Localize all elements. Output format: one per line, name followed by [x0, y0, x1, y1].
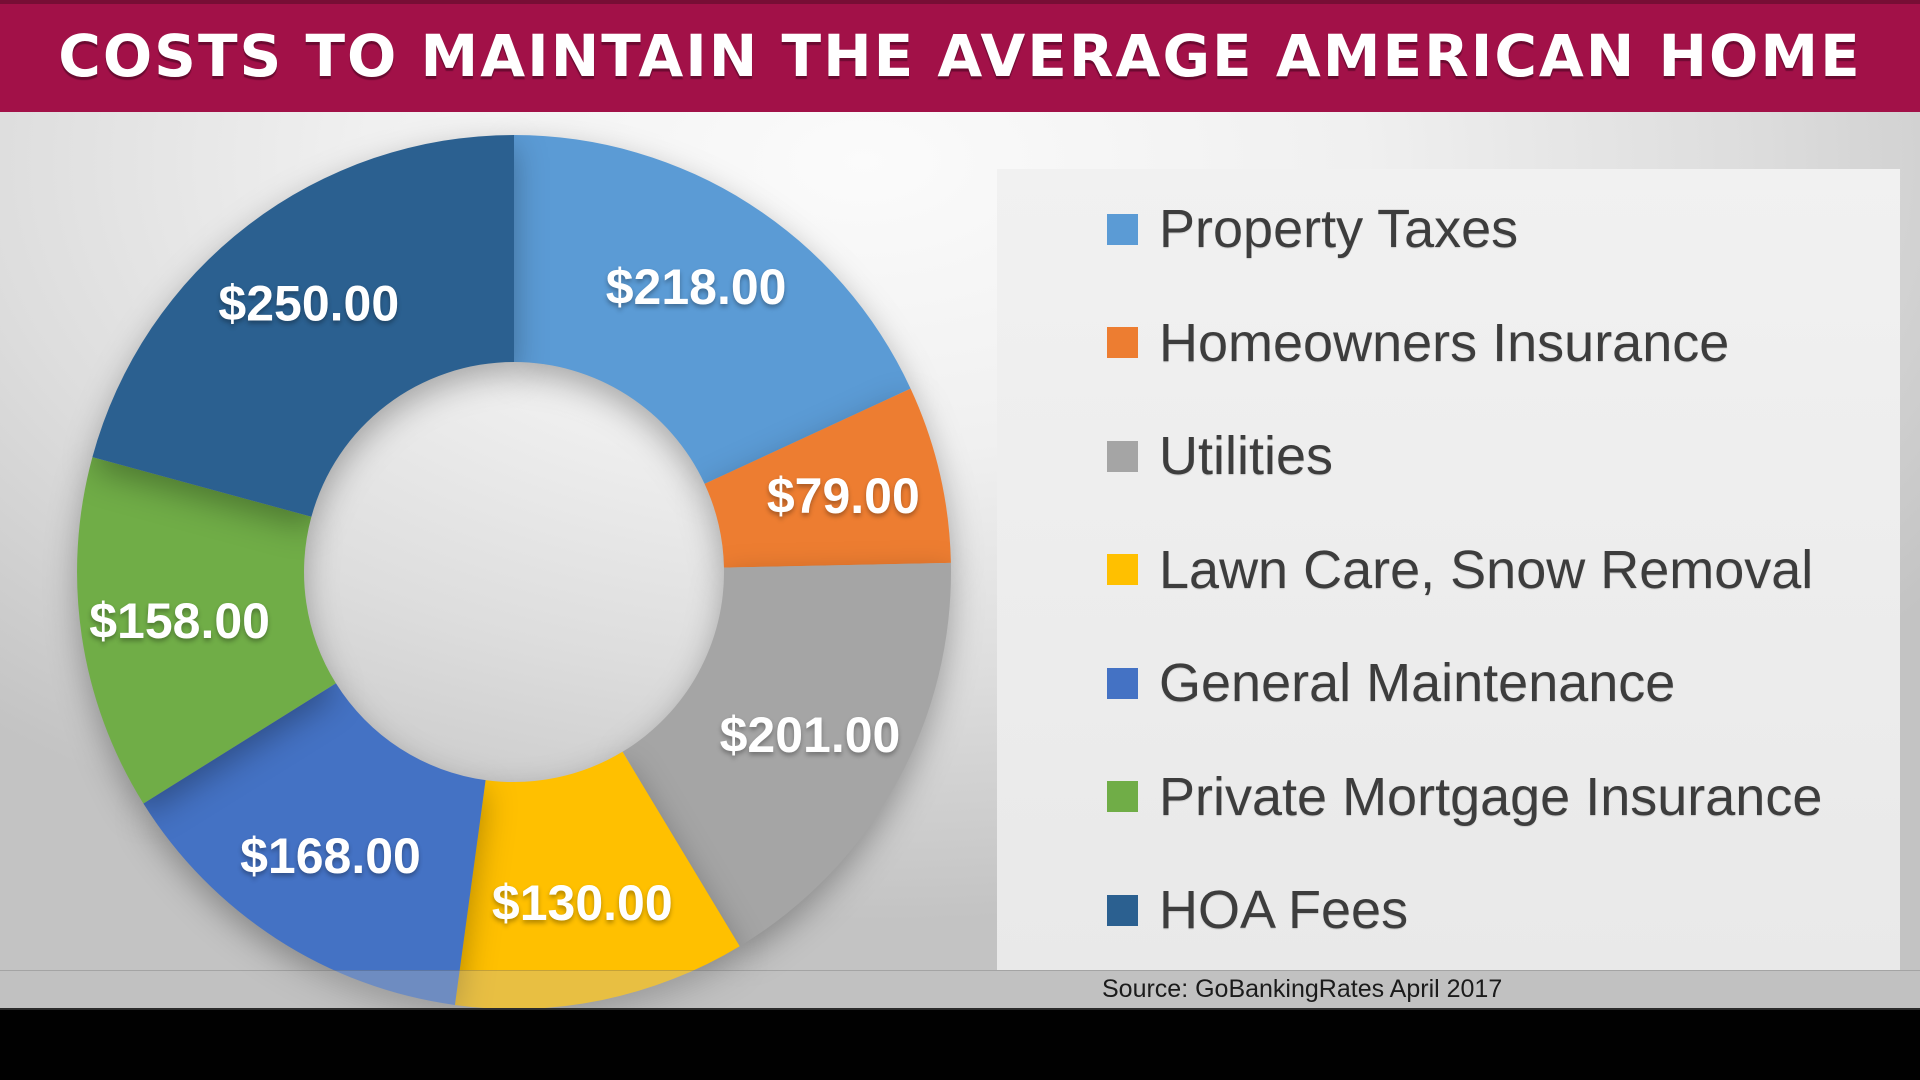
slice-value-label-property-taxes: $218.00: [606, 259, 787, 315]
legend-swatch-hoa-fees: [1107, 894, 1138, 926]
source-note: Source: GoBankingRates April 2017: [1102, 975, 1503, 1003]
content-area: $218.00 $79.00 $201.00 $130.00 $168.00 $158.0…: [0, 0, 1920, 1008]
donut-slice-general-maintenance: [143, 683, 486, 1005]
legend-swatch-private-mortgage-insurance: [1107, 781, 1138, 812]
slice-value-label-private-mortgage-insurance: $158.00: [89, 593, 270, 649]
legend-item-property-taxes: Property Taxes: [1107, 197, 1900, 261]
legend-item-private-mortgage-insurance: Private Mortgage Insurance: [1107, 765, 1900, 829]
bottom-black-bar: [0, 1008, 1920, 1080]
legend-item-label: Private Mortgage Insurance: [1159, 766, 1823, 827]
legend-item-label: General Maintenance: [1159, 653, 1676, 713]
legend-item-label: HOA Fees: [1159, 880, 1409, 940]
legend-item-label: Homeowners Insurance: [1159, 312, 1730, 373]
slice-value-label-lawn-care-snow-removal: $130.00: [492, 875, 673, 931]
legend-item-label: Property Taxes: [1159, 199, 1519, 259]
legend-swatch-property-taxes: [1107, 213, 1138, 245]
legend-panel: Property Taxes Homeowners Insurance Utilit…: [997, 169, 1900, 970]
slice-value-label-homeowners-insurance: $79.00: [767, 468, 920, 524]
legend-item-utilities: Utilities: [1107, 424, 1900, 488]
donut-chart-svg: $218.00 $79.00 $201.00 $130.00 $168.00 $158.0…: [77, 135, 951, 1008]
legend-swatch-utilities: [1107, 440, 1138, 472]
legend-swatch-lawn-care-snow-removal: [1107, 554, 1138, 585]
donut-slice-property-taxes: [514, 135, 911, 484]
legend-item-general-maintenance: General Maintenance: [1107, 651, 1900, 715]
slice-value-label-general-maintenance: $168.00: [240, 828, 421, 884]
page-title: COSTS TO MAINTAIN THE AVERAGE AMERICAN H…: [58, 22, 1862, 90]
legend-swatch-homeowners-insurance: [1107, 327, 1138, 358]
legend-item-homeowners-insurance: Homeowners Insurance: [1107, 311, 1900, 375]
donut-slice-homeowners-insurance: [704, 388, 951, 568]
legend-item-lawn-care-snow-removal: Lawn Care, Snow Removal: [1107, 538, 1900, 602]
donut-slice-hoa-fees: [92, 135, 515, 517]
donut-slice-utilities: [622, 562, 951, 947]
legend-item-hoa-fees: HOA Fees: [1107, 878, 1900, 942]
donut-slice-private-mortgage-insurance: [77, 457, 336, 804]
donut-slice-lawn-care-snow-removal: [454, 751, 740, 1008]
header-banner: COSTS TO MAINTAIN THE AVERAGE AMERICAN H…: [0, 0, 1920, 112]
legend-item-label: Lawn Care, Snow Removal: [1159, 539, 1814, 600]
source-band: [0, 970, 1920, 1008]
legend-item-label: Utilities: [1159, 426, 1334, 486]
slice-value-label-utilities: $201.00: [720, 707, 901, 763]
legend-swatch-general-maintenance: [1107, 667, 1138, 699]
slice-value-label-hoa-fees: $250.00: [218, 275, 399, 331]
